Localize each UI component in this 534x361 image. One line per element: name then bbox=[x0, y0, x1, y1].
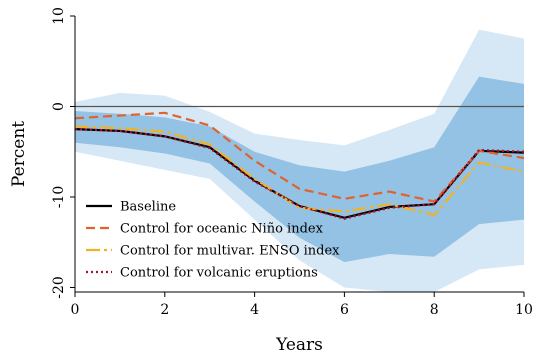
x-tick-label: 0 bbox=[71, 302, 80, 318]
confidence-band-inner bbox=[75, 76, 524, 263]
x-tick-label: 6 bbox=[340, 302, 349, 318]
legend-label-3: Control for volcanic eruptions bbox=[120, 266, 318, 281]
x-axis-label: Years bbox=[275, 335, 323, 355]
y-axis-label: Percent bbox=[9, 121, 29, 187]
y-tick-label: -20 bbox=[51, 276, 67, 299]
legend-label-1: Control for oceanic Niño index bbox=[120, 222, 324, 237]
legend-label-2: Control for multivar. ENSO index bbox=[120, 244, 340, 259]
y-tick-label: 0 bbox=[51, 102, 67, 111]
series-line-3 bbox=[74, 128, 525, 220]
series-line-2 bbox=[74, 125, 525, 217]
legend-label-0: Baseline bbox=[120, 200, 176, 215]
x-tick-label: 10 bbox=[515, 302, 533, 318]
y-tick-label: 10 bbox=[51, 7, 67, 25]
y-tick-label: -10 bbox=[51, 186, 67, 209]
x-tick-label: 2 bbox=[160, 302, 169, 318]
x-tick-label: 4 bbox=[250, 302, 259, 318]
x-tick-label: 8 bbox=[430, 302, 439, 318]
